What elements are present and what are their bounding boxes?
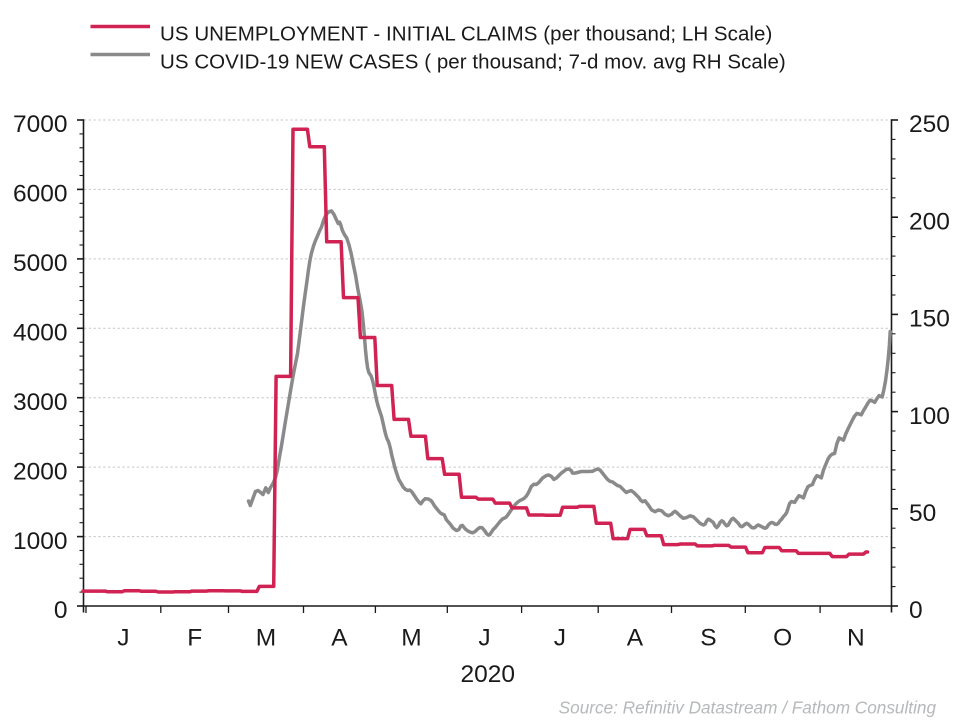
svg-text:A: A [331,625,348,652]
svg-text:1000: 1000 [13,528,68,555]
svg-text:O: O [773,625,792,652]
svg-text:J: J [117,625,129,652]
svg-text:4000: 4000 [13,320,68,347]
svg-text:N: N [847,625,865,652]
svg-text:M: M [256,625,276,652]
svg-text:US UNEMPLOYMENT - INITIAL CLAI: US UNEMPLOYMENT - INITIAL CLAIMS (per th… [160,23,772,46]
svg-text:250: 250 [909,111,950,138]
svg-text:6000: 6000 [13,181,68,208]
svg-text:F: F [187,625,202,652]
svg-text:US COVID-19 NEW CASES ( per th: US COVID-19 NEW CASES ( per thousand; 7-… [160,51,786,74]
svg-text:J: J [554,625,566,652]
svg-text:Source: Refinitiv Datastream /: Source: Refinitiv Datastream / Fathom Co… [559,698,937,718]
svg-text:0: 0 [54,597,68,624]
svg-text:5000: 5000 [13,250,68,277]
svg-text:50: 50 [909,500,936,527]
svg-text:A: A [627,625,644,652]
svg-text:150: 150 [909,306,950,333]
svg-text:100: 100 [909,403,950,430]
svg-text:S: S [700,625,716,652]
svg-text:2020: 2020 [460,661,515,688]
svg-text:0: 0 [909,597,923,624]
svg-text:M: M [401,625,421,652]
svg-text:3000: 3000 [13,389,68,416]
svg-text:J: J [478,625,490,652]
svg-text:7000: 7000 [13,111,68,138]
svg-text:2000: 2000 [13,458,68,485]
svg-text:200: 200 [909,208,950,235]
